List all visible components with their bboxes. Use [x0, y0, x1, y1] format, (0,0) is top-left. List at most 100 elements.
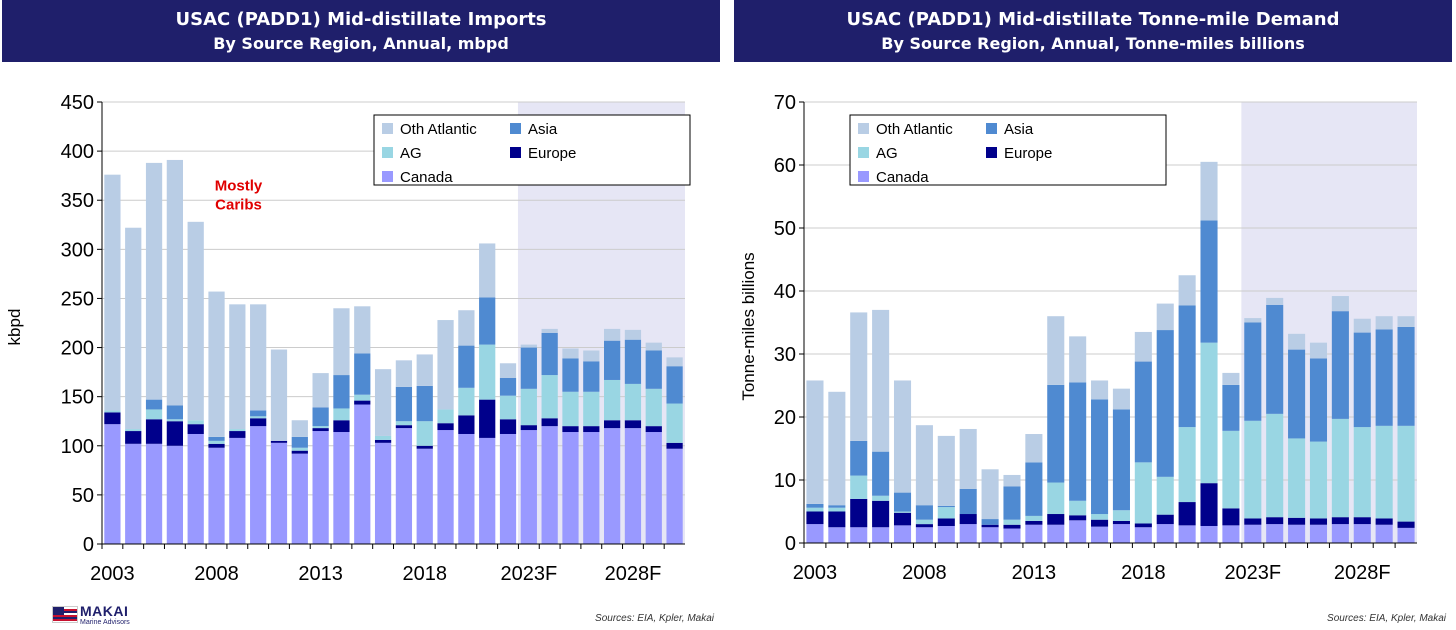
bar-ag-2003 — [104, 410, 121, 413]
bar-ag-2028 — [1353, 427, 1371, 518]
bar-canada-2007 — [187, 433, 204, 544]
bar-europe-2023 — [1244, 518, 1262, 525]
bar-europe-2025 — [1288, 517, 1306, 525]
bar-ag-2008 — [208, 440, 225, 444]
bar-ag-2007 — [893, 511, 912, 513]
bar-europe-2027 — [604, 420, 621, 429]
bar-asia-2020 — [1178, 305, 1196, 428]
x-tick-label: 2013 — [1012, 562, 1057, 584]
bar-europe-2030 — [1397, 521, 1415, 528]
bar-oth_atlantic-2027 — [1331, 296, 1349, 312]
tonne-mile-title-bar: USAC (PADD1) Mid-distillate Tonne-mile D… — [734, 0, 1452, 62]
bar-europe-2019 — [1156, 514, 1174, 525]
bar-asia-2023 — [1244, 322, 1262, 421]
x-tick-label: 2028F — [605, 563, 662, 585]
bar-oth_atlantic-2029 — [645, 342, 662, 351]
bar-asia-2024 — [541, 332, 558, 376]
bar-canada-2016 — [374, 442, 392, 544]
bar-asia-2008 — [915, 505, 933, 520]
bar-europe-2026 — [583, 426, 600, 433]
legend-label-canada: Canada — [400, 169, 453, 186]
y-tick-label: 40 — [774, 281, 796, 303]
bar-asia-2017 — [1112, 409, 1130, 511]
bar-europe-2016 — [374, 439, 392, 443]
bar-ag-2022 — [499, 395, 517, 420]
bar-canada-2022 — [499, 433, 517, 544]
bar-oth_atlantic-2010 — [250, 304, 267, 411]
bar-oth_atlantic-2008 — [915, 425, 933, 506]
y-tick-label: 350 — [61, 190, 94, 212]
bar-asia-2010 — [959, 488, 977, 515]
bar-europe-2025 — [562, 426, 579, 433]
bar-asia-2014 — [333, 375, 350, 409]
tonne-mile-source-note: Sources: EIA, Kpler, Makai — [1327, 613, 1446, 624]
bar-oth_atlantic-2028 — [1353, 318, 1371, 333]
bar-ag-2012 — [291, 447, 308, 451]
bar-asia-2029 — [1375, 329, 1393, 426]
bar-europe-2008 — [208, 443, 225, 448]
bar-ag-2023 — [1244, 420, 1262, 519]
bar-ag-2023 — [520, 388, 537, 426]
bar-canada-2009 — [937, 525, 955, 543]
bar-canada-2027 — [604, 428, 621, 544]
bar-oth_atlantic-2005 — [145, 162, 163, 400]
bar-europe-2013 — [312, 428, 329, 432]
bar-asia-2017 — [395, 386, 413, 422]
bar-oth_atlantic-2029 — [1375, 316, 1393, 330]
bar-ag-2022 — [1222, 430, 1240, 509]
bar-canada-2012 — [291, 453, 308, 544]
bar-europe-2010 — [250, 418, 267, 427]
bar-europe-2014 — [1047, 514, 1065, 525]
bar-europe-2004 — [828, 511, 846, 528]
bar-asia-2013 — [1025, 462, 1043, 516]
bar-oth_atlantic-2022 — [499, 363, 517, 379]
bar-asia-2028 — [1353, 332, 1371, 428]
bar-canada-2024 — [1266, 524, 1284, 543]
bar-ag-2004 — [828, 507, 846, 512]
bar-ag-2005 — [145, 409, 163, 420]
bar-ag-2015 — [354, 394, 371, 401]
legend-label-europe: Europe — [1004, 145, 1052, 162]
bar-canada-2010 — [250, 426, 267, 544]
bar-ag-2018 — [1134, 462, 1152, 524]
legend-swatch-europe — [510, 147, 521, 158]
bar-asia-2007 — [893, 492, 912, 512]
bar-canada-2013 — [1025, 524, 1043, 543]
legend-label-oth_atlantic: Oth Atlantic — [400, 121, 477, 138]
bar-europe-2014 — [333, 420, 350, 433]
bar-ag-2030 — [1397, 425, 1415, 522]
bar-canada-2005 — [850, 527, 868, 543]
x-tick-label: 2028F — [1334, 562, 1391, 584]
bar-canada-2003 — [104, 424, 121, 544]
bar-ag-2006 — [166, 419, 183, 422]
y-tick-label: 450 — [61, 92, 94, 114]
bar-europe-2027 — [1331, 517, 1349, 525]
bar-canada-2024 — [541, 426, 558, 544]
bar-canada-2015 — [354, 404, 371, 544]
bar-canada-2026 — [583, 432, 600, 544]
bar-asia-2016 — [1091, 399, 1109, 515]
x-tick-label: 2003 — [793, 562, 838, 584]
bar-asia-2013 — [312, 407, 329, 427]
bar-ag-2003 — [806, 507, 824, 512]
brand-tagline: Marine Advisors — [80, 619, 130, 626]
imports-chart-subtitle: By Source Region, Annual, mbpd — [213, 34, 509, 53]
bar-oth_atlantic-2020 — [458, 310, 475, 346]
bar-canada-2025 — [562, 432, 579, 544]
bar-oth_atlantic-2017 — [395, 360, 413, 387]
bar-asia-2027 — [604, 340, 621, 380]
x-tick-label: 2018 — [1121, 562, 1166, 584]
bar-canada-2010 — [959, 524, 977, 543]
bar-europe-2020 — [1178, 502, 1196, 526]
bar-ag-2029 — [1375, 425, 1393, 519]
y-tick-label: 200 — [61, 338, 94, 360]
tonne-mile-chart-subtitle: By Source Region, Annual, Tonne-miles bi… — [881, 34, 1305, 53]
bar-asia-2030 — [666, 366, 683, 404]
bar-ag-2020 — [1178, 427, 1196, 503]
bar-europe-2012 — [291, 450, 308, 454]
legend-swatch-ag — [382, 147, 393, 158]
bar-oth_atlantic-2024 — [541, 328, 558, 333]
bar-asia-2026 — [1309, 358, 1328, 442]
bar-ag-2007 — [187, 420, 204, 425]
bar-canada-2007 — [893, 525, 912, 543]
